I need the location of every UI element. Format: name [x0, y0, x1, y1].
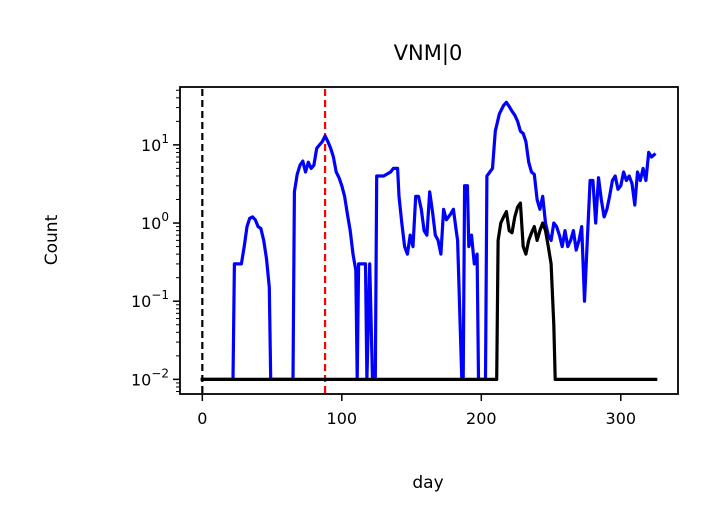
y-tick-label-3: 101	[141, 132, 169, 155]
y-axis: 10−2 10−1 100 101	[131, 89, 180, 392]
x-tick-label-1: 100	[327, 409, 358, 428]
plot-area	[200, 89, 658, 394]
y-tick-label-0: 10−2	[131, 366, 169, 389]
x-tick-label-0: 0	[197, 409, 207, 428]
y-tick-label-2: 100	[141, 210, 169, 233]
y-tick-label-1: 10−1	[131, 288, 169, 311]
series-line-1	[200, 201, 658, 381]
series-line-0	[200, 100, 657, 381]
x-tick-label-2: 200	[466, 409, 497, 428]
chart-title: VNM|0	[394, 41, 463, 66]
plot-frame	[179, 86, 679, 395]
x-axis-label: day	[412, 473, 443, 493]
x-axis: 0 100 200 300	[197, 394, 636, 428]
y-axis-label: Count	[42, 214, 62, 265]
x-tick-label-3: 300	[606, 409, 637, 428]
